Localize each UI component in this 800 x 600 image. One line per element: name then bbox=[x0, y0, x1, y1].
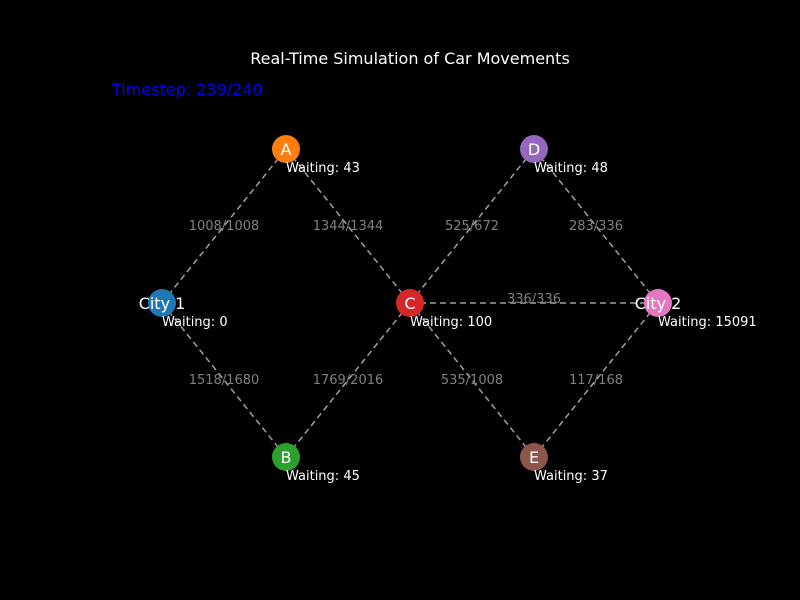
diagram-title: Real-Time Simulation of Car Movements bbox=[250, 49, 570, 68]
edge-c-d bbox=[409, 148, 535, 304]
node-d: D Waiting: 48 bbox=[520, 135, 608, 176]
node-marker-c bbox=[396, 289, 424, 317]
timestep-readout: Timestep: 239/240 bbox=[111, 80, 263, 99]
edge-label-city1-a: 1008/1008 bbox=[189, 219, 260, 234]
node-label-c: C bbox=[404, 294, 415, 313]
edge-label-b-c: 1769/2016 bbox=[313, 373, 384, 388]
node-marker-city2 bbox=[644, 289, 672, 317]
node-label-b: B bbox=[281, 448, 292, 467]
node-marker-e bbox=[520, 443, 548, 471]
waiting-count-b: Waiting: 45 bbox=[286, 469, 360, 484]
edge-label-c-city2: 336/336 bbox=[507, 292, 561, 307]
edge-label-e-city2: 117/168 bbox=[569, 373, 623, 388]
node-marker-city1 bbox=[148, 289, 176, 317]
edge-b-c bbox=[285, 302, 411, 458]
node-c: C Waiting: 100 bbox=[396, 289, 492, 330]
waiting-count-d: Waiting: 48 bbox=[534, 161, 608, 176]
waiting-count-c: Waiting: 100 bbox=[410, 315, 492, 330]
node-a: A Waiting: 43 bbox=[272, 135, 360, 176]
edge-c-e bbox=[409, 302, 535, 458]
node-marker-b bbox=[272, 443, 300, 471]
node-label-e: E bbox=[529, 448, 539, 467]
edge-d-city2 bbox=[533, 148, 659, 304]
waiting-count-city2: Waiting: 15091 bbox=[658, 315, 757, 330]
waiting-count-a: Waiting: 43 bbox=[286, 161, 360, 176]
node-marker-a bbox=[272, 135, 300, 163]
waiting-count-e: Waiting: 37 bbox=[534, 469, 608, 484]
edge-label-d-city2: 283/336 bbox=[569, 219, 623, 234]
edge-label-c-e: 535/1008 bbox=[441, 373, 503, 388]
node-marker-d bbox=[520, 135, 548, 163]
edge-label-c-d: 525/672 bbox=[445, 219, 499, 234]
node-label-a: A bbox=[281, 140, 292, 159]
node-city1: City 1 Waiting: 0 bbox=[139, 289, 228, 330]
edge-label-a-c: 1344/1344 bbox=[313, 219, 384, 234]
edge-label-city1-b: 1518/1680 bbox=[189, 373, 260, 388]
edge-e-city2 bbox=[533, 302, 659, 458]
edge-city1-b bbox=[161, 302, 287, 458]
edge-city1-a bbox=[161, 148, 287, 304]
edge-labels: 1008/1008 1518/1680 1344/1344 1769/2016 525/… bbox=[189, 219, 623, 388]
waiting-count-city1: Waiting: 0 bbox=[162, 315, 228, 330]
node-label-d: D bbox=[528, 140, 540, 159]
node-label-city2: City 2 bbox=[635, 294, 682, 313]
nodes: City 1 Waiting: 0 A Waiting: 43 B Waiting: 45… bbox=[139, 135, 757, 484]
edges bbox=[161, 148, 659, 458]
node-b: B Waiting: 45 bbox=[272, 443, 360, 484]
node-city2: City 2 Waiting: 15091 bbox=[635, 289, 757, 330]
node-e: E Waiting: 37 bbox=[520, 443, 608, 484]
edge-a-c bbox=[285, 148, 411, 304]
node-label-city1: City 1 bbox=[139, 294, 186, 313]
